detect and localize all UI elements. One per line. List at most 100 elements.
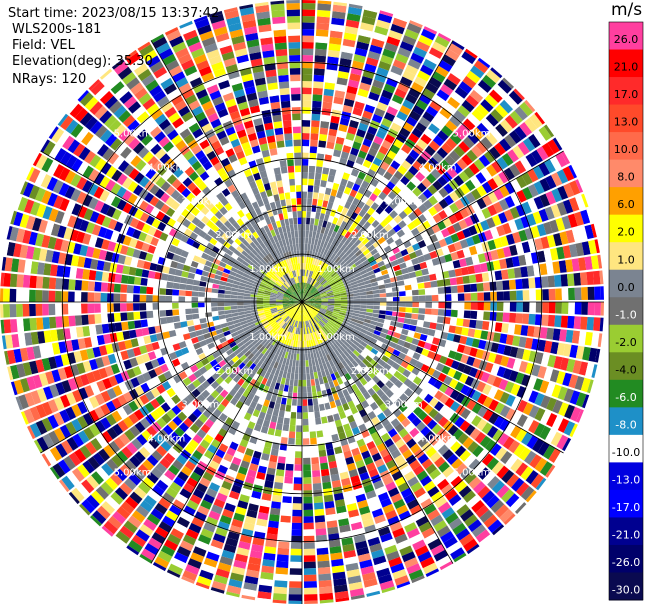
velocity-gate <box>346 180 354 189</box>
velocity-gate <box>303 276 305 283</box>
velocity-gate <box>421 327 430 335</box>
velocity-gate <box>408 325 417 332</box>
velocity-gate <box>204 302 212 308</box>
velocity-gate <box>327 277 334 283</box>
velocity-gate <box>314 281 320 288</box>
velocity-gate <box>233 319 241 325</box>
velocity-gate <box>305 276 308 283</box>
velocity-gate <box>347 325 355 331</box>
velocity-gate <box>260 499 271 508</box>
velocity-gate <box>305 307 311 313</box>
velocity-gate <box>588 239 597 255</box>
velocity-gate <box>148 369 158 379</box>
velocity-gate <box>351 315 359 320</box>
velocity-gate <box>325 287 332 292</box>
velocity-gate <box>482 471 496 485</box>
velocity-gate <box>312 391 318 399</box>
velocity-gate <box>291 305 297 311</box>
velocity-gate <box>182 407 192 417</box>
velocity-gate <box>292 306 298 312</box>
velocity-gate <box>428 123 440 135</box>
velocity-gate <box>351 331 359 337</box>
velocity-gate <box>302 198 307 205</box>
velocity-gate <box>505 257 514 268</box>
velocity-gate <box>217 298 225 302</box>
velocity-gate <box>352 141 362 150</box>
velocity-gate <box>440 432 452 444</box>
velocity-gate <box>160 440 172 452</box>
velocity-gate <box>520 466 534 481</box>
velocity-gate <box>447 96 461 109</box>
velocity-gate <box>323 348 329 356</box>
velocity-gate <box>66 436 79 451</box>
velocity-gate <box>472 358 482 369</box>
velocity-gate <box>331 271 338 278</box>
velocity-gate <box>213 339 221 347</box>
velocity-gate <box>460 509 474 522</box>
velocity-gate <box>162 515 176 528</box>
velocity-gate <box>304 347 308 354</box>
velocity-gate <box>328 300 335 302</box>
velocity-gate <box>379 367 388 376</box>
velocity-gate <box>394 379 403 389</box>
velocity-gate <box>268 373 274 381</box>
velocity-gate <box>470 201 481 213</box>
velocity-gate <box>444 253 453 263</box>
velocity-gate <box>320 292 327 296</box>
velocity-gate <box>397 149 408 160</box>
velocity-gate <box>371 285 379 291</box>
velocity-gate <box>274 429 282 437</box>
velocity-gate <box>314 295 321 298</box>
velocity-gate <box>288 346 293 353</box>
velocity-gate <box>289 303 296 306</box>
velocity-gate <box>61 475 75 491</box>
velocity-gate <box>326 141 335 150</box>
velocity-gate <box>284 351 289 359</box>
velocity-gate <box>256 518 268 527</box>
velocity-gate <box>400 487 413 499</box>
velocity-gate <box>594 348 601 363</box>
velocity-gate <box>285 404 292 412</box>
velocity-gate <box>308 230 313 238</box>
velocity-gate <box>335 136 345 145</box>
velocity-gate <box>342 172 350 181</box>
velocity-gate <box>220 389 229 398</box>
velocity-gate <box>115 530 131 544</box>
velocity-gate <box>562 372 572 387</box>
velocity-gate <box>365 530 379 541</box>
velocity-gate <box>113 437 126 450</box>
velocity-gate <box>302 392 308 400</box>
velocity-gate <box>327 303 335 306</box>
velocity-gate <box>367 126 378 136</box>
velocity-gate <box>325 242 332 250</box>
velocity-gate <box>211 399 221 409</box>
velocity-gate <box>234 359 243 367</box>
velocity-gate <box>254 341 261 348</box>
velocity-gate <box>309 312 314 319</box>
velocity-gate <box>386 358 395 367</box>
velocity-gate <box>340 273 347 279</box>
velocity-gate <box>487 204 498 216</box>
velocity-gate <box>334 297 341 301</box>
velocity-gate <box>434 456 446 468</box>
velocity-gate <box>378 314 386 319</box>
velocity-gate <box>277 390 284 398</box>
velocity-gate <box>290 319 295 326</box>
velocity-gate <box>509 244 518 256</box>
velocity-gate <box>348 581 363 591</box>
velocity-gate <box>547 275 555 288</box>
velocity-gate <box>268 520 279 529</box>
velocity-gate <box>379 288 386 294</box>
velocity-gate <box>22 304 30 317</box>
velocity-gate <box>535 477 547 491</box>
velocity-gate <box>471 254 480 265</box>
velocity-gate <box>494 142 506 156</box>
velocity-gate <box>41 401 53 416</box>
velocity-gate <box>82 326 91 337</box>
velocity-gate <box>292 392 298 400</box>
velocity-gate <box>231 345 239 352</box>
velocity-gate <box>538 208 549 222</box>
velocity-gate <box>342 402 350 411</box>
velocity-gate <box>433 520 448 532</box>
velocity-gate <box>303 289 306 296</box>
